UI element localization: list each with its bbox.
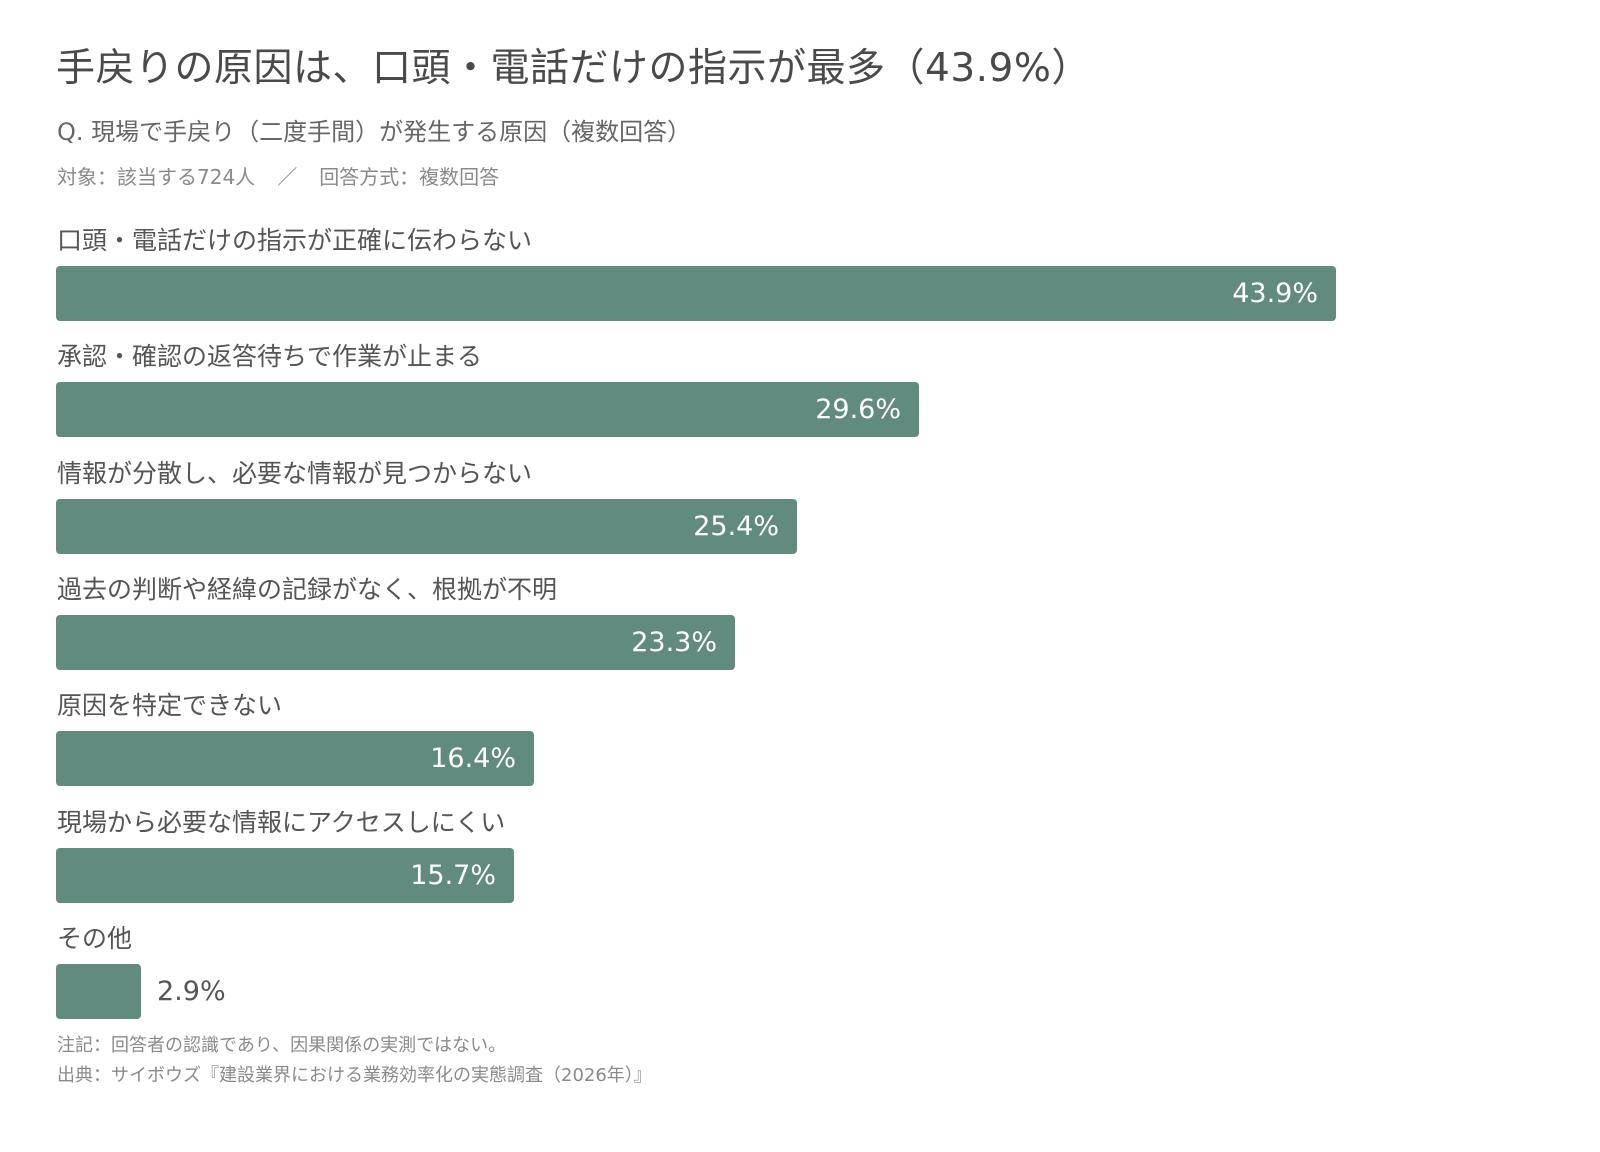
value-label: 25.4% [693, 510, 779, 542]
survey-target: 対象：該当する724人 [57, 165, 256, 189]
bar [56, 963, 141, 1019]
category-label: その他 [57, 923, 133, 953]
bar [56, 382, 919, 438]
bar [56, 731, 534, 787]
value-label: 16.4% [430, 743, 516, 775]
meta-separator: ／ [277, 165, 298, 189]
category-label: 承認・確認の返答待ちで作業が止まる [57, 342, 483, 372]
survey-meta: 対象：該当する724人 ／ 回答方式：複数回答 [57, 163, 499, 191]
bar [56, 266, 1336, 321]
footnote-note: 注記：回答者の認識であり、因果関係の実測ではない。 [57, 1035, 507, 1056]
bar [56, 614, 735, 670]
value-label: 43.9% [1232, 278, 1318, 309]
value-label: 2.9% [157, 975, 226, 1007]
category-label: 過去の判断や経緯の記録がなく、根拠が不明 [57, 574, 558, 604]
category-label: 現場から必要な情報にアクセスしにくい [57, 807, 506, 837]
category-label: 口頭・電話だけの指示が正確に伝わらない [57, 226, 533, 255]
category-label: 原因を特定できない [57, 691, 283, 721]
value-label: 29.6% [815, 394, 901, 426]
chart-title: 手戻りの原因は、口頭・電話だけの指示が最多（43.9%） [56, 46, 1091, 91]
bar [56, 498, 797, 554]
bar [56, 847, 514, 903]
value-label: 23.3% [631, 626, 717, 658]
chart-subtitle: Q. 現場で手戻り（二度手間）が発生する原因（複数回答） [57, 118, 692, 146]
category-label: 情報が分散し、必要な情報が見つからない [57, 458, 533, 488]
footnote-source: 出典：サイボウズ『建設業界における業務効率化の実態調査（2026年）』 [57, 1065, 652, 1086]
survey-method: 回答方式：複数回答 [319, 165, 500, 189]
value-label: 15.7% [410, 859, 496, 891]
